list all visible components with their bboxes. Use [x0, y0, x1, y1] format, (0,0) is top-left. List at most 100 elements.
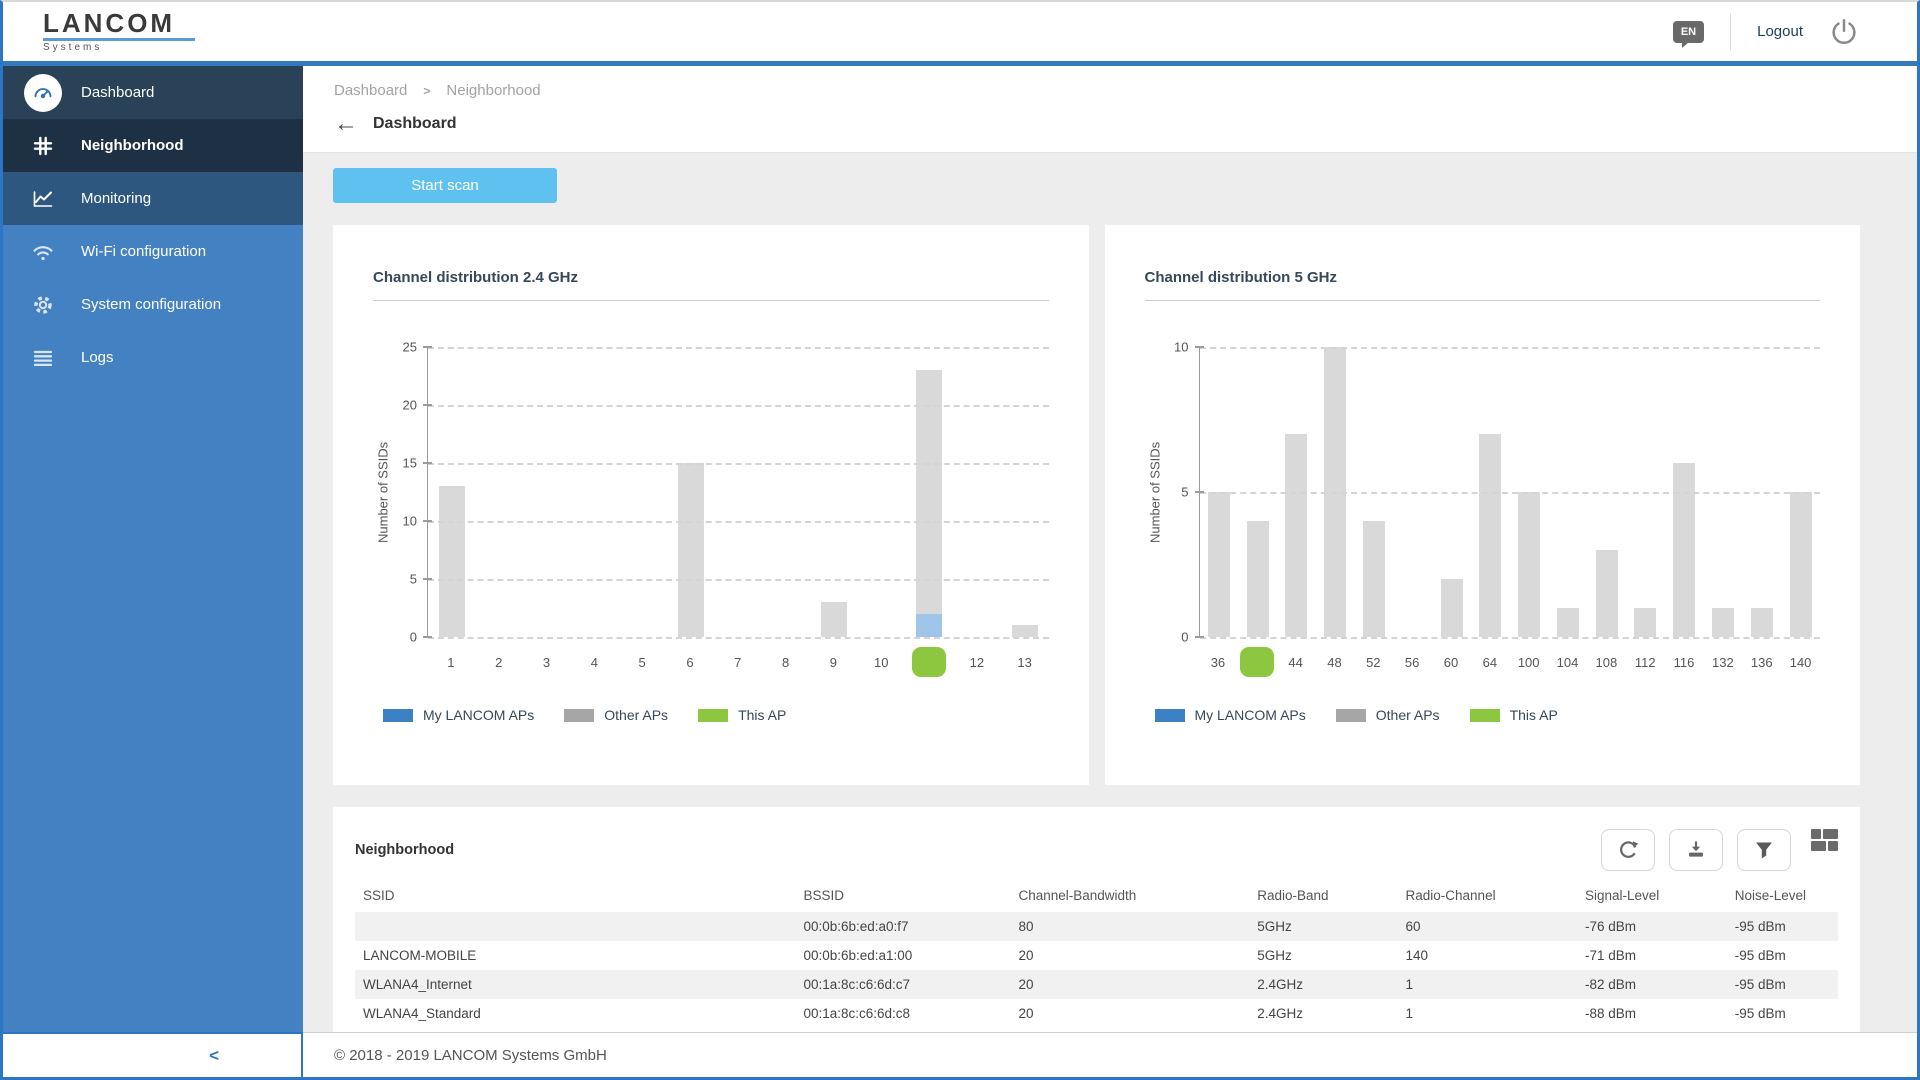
wifi-icon — [21, 239, 65, 265]
column-header: Radio-Channel — [1405, 888, 1496, 903]
sidebar-collapse-box: < — [3, 1032, 303, 1077]
bar-stack — [1518, 492, 1541, 637]
table-cell: -71 dBm — [1584, 948, 1636, 963]
axis-tick — [1194, 636, 1204, 638]
table-row[interactable]: WLANA4_Standard 00:1a:8c:c6:6d:c8 20 2.4GHz… — [355, 999, 1838, 1028]
power-icon[interactable] — [1829, 17, 1859, 47]
legend-label: My LANCOM APs — [1194, 707, 1306, 723]
table-cell: WLANA4_Standard — [363, 1006, 481, 1021]
bottom-bar: < © 2018 - 2019 LANCOM Systems GmbH — [3, 1032, 1917, 1077]
x-tick-label: 12 — [969, 654, 985, 670]
bar-column-60 — [1432, 579, 1471, 637]
bar-stack — [1634, 608, 1657, 637]
x-tick-label — [905, 647, 953, 677]
legend-swatch — [698, 708, 729, 722]
x-tick-label: 60 — [1443, 654, 1459, 670]
y-axis-ticks: 0 5 10 15 20 25 — [393, 340, 427, 645]
x-tick-label: 116 — [1673, 654, 1695, 670]
y-tick-label: 5 — [409, 571, 417, 587]
table-cell: 20 — [1018, 1006, 1034, 1021]
grid-view-icon[interactable] — [1811, 829, 1838, 851]
bar-stack — [677, 463, 704, 637]
bar-column-108 — [1587, 550, 1626, 637]
sidebar-item-neighborhood[interactable]: Neighborhood — [3, 119, 303, 172]
table-cell — [355, 912, 795, 941]
legend-label: Other APs — [604, 707, 669, 723]
sidebar-item-logs[interactable]: Logs — [3, 331, 303, 384]
bar-other-aps — [1518, 492, 1541, 637]
y-tick-label: 0 — [1181, 629, 1189, 645]
collapse-sidebar-icon[interactable]: < — [209, 1045, 219, 1065]
legend-swatch — [1469, 708, 1500, 722]
x-tick-label: 13 — [1017, 654, 1032, 670]
bar-column-6 — [667, 463, 715, 637]
sidebar-item-dashboard[interactable]: Dashboard — [3, 66, 303, 119]
sidebar-item-wifi-configuration[interactable]: Wi-Fi configuration — [3, 225, 303, 278]
table-toolbar — [1601, 829, 1838, 871]
table-cell: -88 dBm — [1584, 1006, 1636, 1021]
breadcrumb-neighborhood[interactable]: Neighborhood — [446, 82, 541, 99]
sidebar-item-monitoring[interactable]: Monitoring — [3, 172, 303, 225]
table-cell: 00:1a:8c:c6:6d:c7 — [803, 977, 911, 992]
chart-cards-row: Channel distribution 2.4 GHz Number of S… — [333, 225, 1860, 785]
x-tick-label: 1 — [447, 654, 455, 670]
table-row[interactable]: 00:0b:6b:ed:a0:f7 80 5GHz 60 -76 dBm -95 dBm — [355, 912, 1838, 941]
bar-stack — [1673, 463, 1696, 637]
back-navigation: ← Dashboard — [334, 112, 1917, 136]
table-cell: -95 dBm — [1734, 919, 1786, 934]
table-header-bar: Neighborhood — [355, 807, 1838, 871]
x-tick-label: 112 — [1634, 654, 1656, 670]
gridline — [428, 463, 1049, 465]
sidebar-item-system-configuration[interactable]: System configuration — [3, 278, 303, 331]
axis-tick — [1194, 491, 1204, 493]
logout-button[interactable]: Logout — [1757, 23, 1803, 40]
bar-other-aps — [1712, 608, 1735, 637]
bar-stack — [1556, 608, 1579, 637]
bar-my-lancom-aps — [916, 613, 943, 637]
legend-label: This AP — [738, 707, 787, 723]
y-tick-label: 15 — [402, 455, 417, 471]
y-tick-label: 10 — [402, 513, 417, 529]
bar-other-aps — [1207, 492, 1230, 637]
column-header: Channel-Bandwidth — [1018, 888, 1137, 903]
table-row[interactable]: WLANA4_Internet 00:1a:8c:c6:6d:c7 20 2.4GHz… — [355, 970, 1838, 999]
chart-legend: My LANCOM APs Other APs This AP — [1154, 707, 1821, 723]
x-tick-label: 108 — [1595, 654, 1618, 670]
table-row[interactable]: LANCOM-MOBILE 00:0b:6b:ed:a1:00 20 5GHz 140 -… — [355, 941, 1838, 970]
breadcrumb-dashboard[interactable]: Dashboard — [334, 82, 408, 99]
legend-swatch — [564, 708, 595, 722]
bar-other-aps — [1011, 625, 1038, 637]
this-ap-marker — [1239, 647, 1274, 677]
table-cell: 140 — [1405, 948, 1429, 963]
neighborhood-table-card: Neighborhood — [333, 807, 1860, 1032]
gridline — [428, 637, 1049, 639]
bar-other-aps — [1789, 492, 1812, 637]
filter-button[interactable] — [1737, 829, 1791, 871]
bar-other-aps — [1285, 434, 1308, 637]
bar-stack — [438, 486, 465, 637]
chart-plot — [423, 346, 1049, 639]
download-button[interactable] — [1669, 829, 1723, 871]
y-tick-label: 20 — [402, 397, 417, 413]
table-cell: 80 — [1018, 919, 1034, 934]
legend-label: Other APs — [1375, 707, 1440, 723]
gridline — [1199, 492, 1820, 494]
table-cell: 20 — [1018, 948, 1034, 963]
table-cell: 1 — [1405, 977, 1414, 992]
gridline — [428, 579, 1049, 581]
bar-other-aps — [1440, 579, 1463, 637]
sidebar-item-label: System configuration — [81, 296, 222, 313]
refresh-button[interactable] — [1601, 829, 1655, 871]
sidebar-item-label: Monitoring — [81, 190, 152, 207]
language-badge[interactable]: EN — [1672, 20, 1705, 48]
y-tick-label: 10 — [1174, 339, 1189, 355]
bar-column-136 — [1742, 608, 1781, 637]
table-body: 00:0b:6b:ed:a0:f7 80 5GHz 60 -76 dBm -95 dBm L… — [355, 912, 1838, 1028]
start-scan-button[interactable]: Start scan — [333, 168, 557, 203]
sidebar-item-label: Wi-Fi configuration — [81, 243, 207, 260]
sidebar: Dashboard Neighborhood M — [3, 66, 303, 1032]
bar-column-64 — [1471, 434, 1510, 637]
back-arrow-icon[interactable]: ← — [334, 110, 358, 137]
bar-stack — [1207, 492, 1230, 637]
axis-tick — [423, 636, 432, 638]
